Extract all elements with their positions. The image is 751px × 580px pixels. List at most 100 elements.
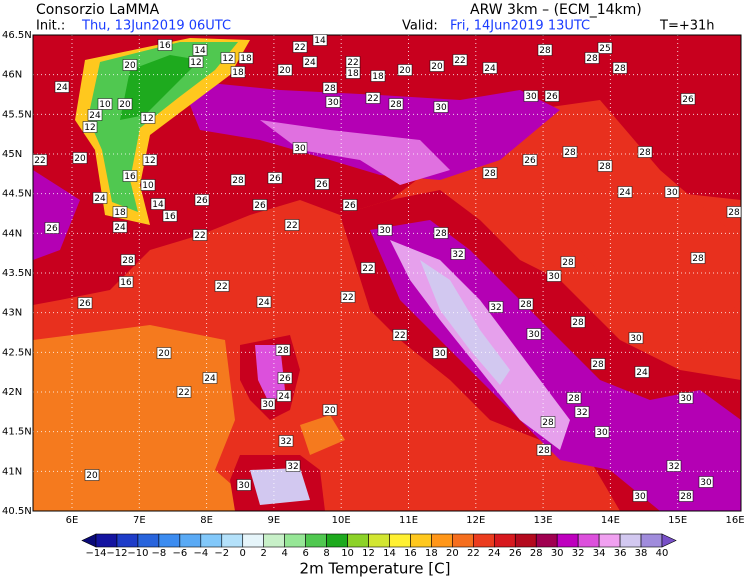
station-box — [450, 248, 466, 260]
lat-label: 43N — [2, 308, 22, 319]
station: 24 — [54, 81, 70, 93]
station: 20 — [156, 347, 172, 359]
station-box — [142, 154, 158, 166]
lat-label: 44N — [2, 228, 22, 239]
station-value: 28 — [614, 64, 626, 74]
station-box — [117, 98, 133, 110]
station-box — [278, 435, 294, 447]
station-value: 30 — [435, 103, 447, 113]
station-box — [150, 198, 166, 210]
station: 28 — [322, 82, 338, 94]
station-value: 30 — [327, 98, 339, 108]
station-box — [322, 82, 338, 94]
station-box — [192, 44, 208, 56]
station: 30 — [292, 142, 308, 154]
station: 26 — [544, 90, 560, 102]
station-value: 28 — [728, 208, 740, 218]
station-box — [574, 406, 590, 418]
station-value: 22 — [367, 94, 378, 104]
lat-label: 40.5N — [2, 506, 32, 517]
station-value: 28 — [680, 492, 692, 502]
valid-time: Fri, 14Jun2019 13UTC — [450, 19, 590, 34]
station-value: 26 — [196, 196, 208, 206]
station-box — [202, 372, 218, 384]
station-box — [276, 390, 292, 402]
station-value: 28 — [542, 418, 554, 428]
lat-label: 46N — [2, 70, 22, 81]
colorbar-swatch — [221, 533, 244, 548]
station-value: 22 — [362, 264, 373, 274]
station: 28 — [584, 52, 600, 64]
station-box — [236, 479, 252, 491]
station-box — [429, 60, 445, 72]
station-box — [523, 90, 539, 102]
station: 16 — [122, 170, 138, 182]
station: 28 — [540, 416, 556, 428]
station-box — [452, 54, 468, 66]
station-value: 20 — [119, 100, 131, 110]
station: 30 — [678, 392, 694, 404]
station-box — [122, 59, 138, 71]
station-value: 28 — [122, 256, 134, 266]
station: 24 — [92, 192, 108, 204]
station-box — [560, 256, 576, 268]
station-box — [340, 291, 356, 303]
station-box — [277, 64, 293, 76]
station: 20 — [117, 98, 133, 110]
station-box — [526, 328, 542, 340]
station: 32 — [574, 406, 590, 418]
colorbar-swatch — [452, 533, 474, 548]
colorbar-label: −12 — [106, 548, 127, 559]
station-box — [112, 206, 128, 218]
station-box — [275, 344, 291, 356]
lon-label: 8E — [200, 515, 213, 526]
station-value: 28 — [520, 300, 532, 310]
station-box — [433, 227, 449, 239]
colorbar-under — [81, 533, 97, 548]
station-value: 12 — [84, 123, 95, 133]
lon-label: 14E — [601, 515, 620, 526]
station: 12 — [188, 56, 204, 68]
lon-label: 15E — [668, 515, 687, 526]
station-value: 22 — [34, 156, 45, 166]
station: 26 — [194, 194, 210, 206]
colorbar-label: −10 — [127, 548, 148, 559]
station: 30 — [632, 490, 648, 502]
station-value: 26 — [546, 92, 558, 102]
alps-high — [120, 55, 200, 120]
station-box — [292, 142, 308, 154]
station-box — [632, 490, 648, 502]
station-box — [312, 34, 328, 46]
colorbar: −14 −12 −10 −8 −6 −4 −2 0 2 4 6 8 10 12 14 16 18 20 22 24 26… — [81, 533, 677, 559]
station-box — [214, 280, 230, 292]
station-box — [666, 460, 682, 472]
lat-label: 42N — [2, 387, 22, 398]
station-value: 30 — [680, 394, 692, 404]
station: 22 — [340, 291, 356, 303]
station: 24 — [276, 390, 292, 402]
colorbar-label: 12 — [362, 548, 375, 559]
colorbar-label: −14 — [85, 548, 106, 559]
station-box — [690, 252, 706, 264]
station-box — [230, 174, 246, 186]
station-value: 26 — [524, 156, 536, 166]
station-value: 10 — [142, 181, 154, 191]
station: 22 — [192, 229, 208, 241]
station-value: 18 — [232, 68, 244, 78]
station-value: 30 — [434, 349, 446, 359]
station-value: 22 — [342, 293, 353, 303]
station-box — [188, 56, 204, 68]
lon-label: 11E — [399, 515, 418, 526]
station-box — [192, 229, 208, 241]
station-box — [397, 64, 413, 76]
colorbar-swatch — [326, 533, 348, 548]
station-value: 28 — [232, 176, 244, 186]
station: 24 — [617, 186, 633, 198]
station-box — [544, 90, 560, 102]
colorbar-swatch — [305, 533, 327, 548]
colorbar-label: 18 — [425, 548, 438, 559]
colorbar-over — [661, 533, 677, 548]
station: 16 — [157, 39, 173, 51]
station-value: 26 — [682, 95, 694, 105]
station-value: 14 — [314, 36, 326, 46]
